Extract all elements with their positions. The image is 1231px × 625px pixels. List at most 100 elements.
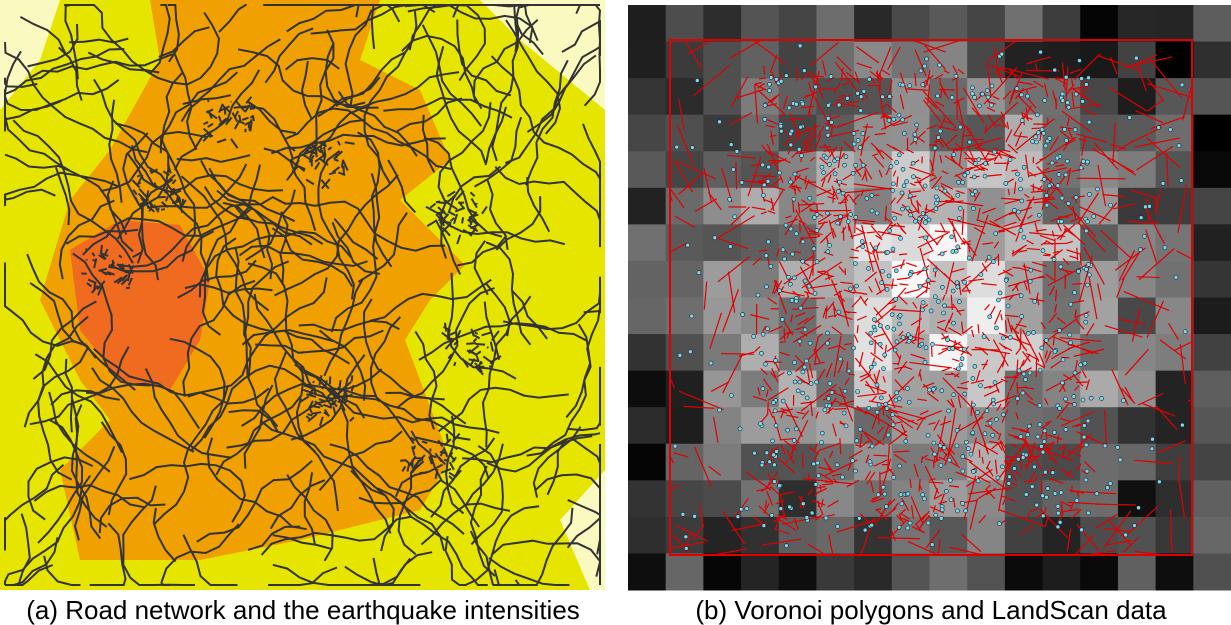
road-map xyxy=(0,0,605,590)
point xyxy=(808,341,812,345)
point xyxy=(1138,248,1142,252)
point xyxy=(1085,160,1089,164)
point xyxy=(1077,59,1081,63)
point xyxy=(1040,346,1044,350)
point xyxy=(827,404,831,408)
point xyxy=(1137,506,1141,510)
polygon-edge xyxy=(1077,178,1126,179)
point xyxy=(862,89,866,93)
point xyxy=(869,341,873,345)
point xyxy=(843,389,847,393)
point xyxy=(939,463,943,467)
point xyxy=(1012,208,1016,212)
point xyxy=(825,126,829,130)
point xyxy=(813,292,817,296)
population-cell xyxy=(930,5,968,42)
point xyxy=(971,207,975,211)
point xyxy=(989,103,993,107)
point xyxy=(799,306,803,310)
point xyxy=(911,161,915,165)
point xyxy=(968,140,972,144)
point xyxy=(901,167,905,171)
point xyxy=(1143,205,1147,209)
point xyxy=(950,235,954,239)
point xyxy=(883,353,887,357)
point xyxy=(697,271,701,275)
population-cell xyxy=(666,42,704,79)
point xyxy=(892,117,896,121)
point xyxy=(771,401,775,405)
population-cell xyxy=(779,42,817,79)
point xyxy=(1032,330,1036,334)
point xyxy=(967,256,971,260)
point xyxy=(1017,369,1021,373)
point xyxy=(994,418,998,422)
point xyxy=(693,514,697,518)
point xyxy=(1019,228,1023,232)
polygon-edge xyxy=(736,162,737,189)
point xyxy=(1038,368,1042,372)
point xyxy=(987,255,991,259)
point xyxy=(867,77,871,81)
point xyxy=(1056,504,1060,508)
population-cell xyxy=(1118,553,1156,590)
point xyxy=(1012,466,1016,470)
point xyxy=(906,206,910,210)
point xyxy=(881,485,885,489)
point xyxy=(763,103,767,107)
point xyxy=(803,365,807,369)
point xyxy=(915,123,919,127)
point xyxy=(812,462,816,466)
point xyxy=(844,155,848,159)
point xyxy=(827,397,831,401)
polygon-edge xyxy=(1053,335,1054,345)
point xyxy=(868,460,872,464)
point xyxy=(886,325,890,329)
point xyxy=(1105,486,1109,490)
point xyxy=(874,246,878,250)
point xyxy=(850,459,854,463)
point xyxy=(1095,492,1099,496)
polygon-edge xyxy=(978,324,979,333)
point xyxy=(1060,92,1064,96)
point xyxy=(955,444,959,448)
polygon-edge xyxy=(922,156,923,163)
point xyxy=(872,362,876,366)
point xyxy=(854,284,858,288)
point xyxy=(933,452,937,456)
point xyxy=(853,469,857,473)
population-cell xyxy=(741,224,779,261)
polygon-edge xyxy=(1072,284,1082,285)
point xyxy=(1039,444,1043,448)
population-cell xyxy=(741,115,779,152)
point xyxy=(954,74,958,78)
point xyxy=(1064,428,1068,432)
point xyxy=(1064,138,1068,142)
point xyxy=(1007,475,1011,479)
point xyxy=(951,347,955,351)
point xyxy=(900,191,904,195)
point xyxy=(961,469,965,473)
population-cell xyxy=(1193,115,1231,152)
point xyxy=(1066,101,1070,105)
point xyxy=(1035,113,1039,117)
point xyxy=(801,370,805,374)
point xyxy=(1096,187,1100,191)
point xyxy=(1000,52,1004,56)
population-cell xyxy=(1193,78,1231,115)
population-cell xyxy=(892,553,930,590)
point xyxy=(973,364,977,368)
point xyxy=(963,173,967,177)
point xyxy=(690,314,694,318)
point xyxy=(765,451,769,455)
population-cell xyxy=(741,42,779,79)
point xyxy=(1177,144,1181,148)
population-cell xyxy=(1193,5,1231,42)
point xyxy=(792,276,796,280)
point xyxy=(932,441,936,445)
point xyxy=(927,388,931,392)
polygon-edge xyxy=(1076,382,1088,383)
population-cell xyxy=(1080,42,1118,79)
population-cell xyxy=(628,334,666,371)
polygon-edge xyxy=(794,252,801,253)
